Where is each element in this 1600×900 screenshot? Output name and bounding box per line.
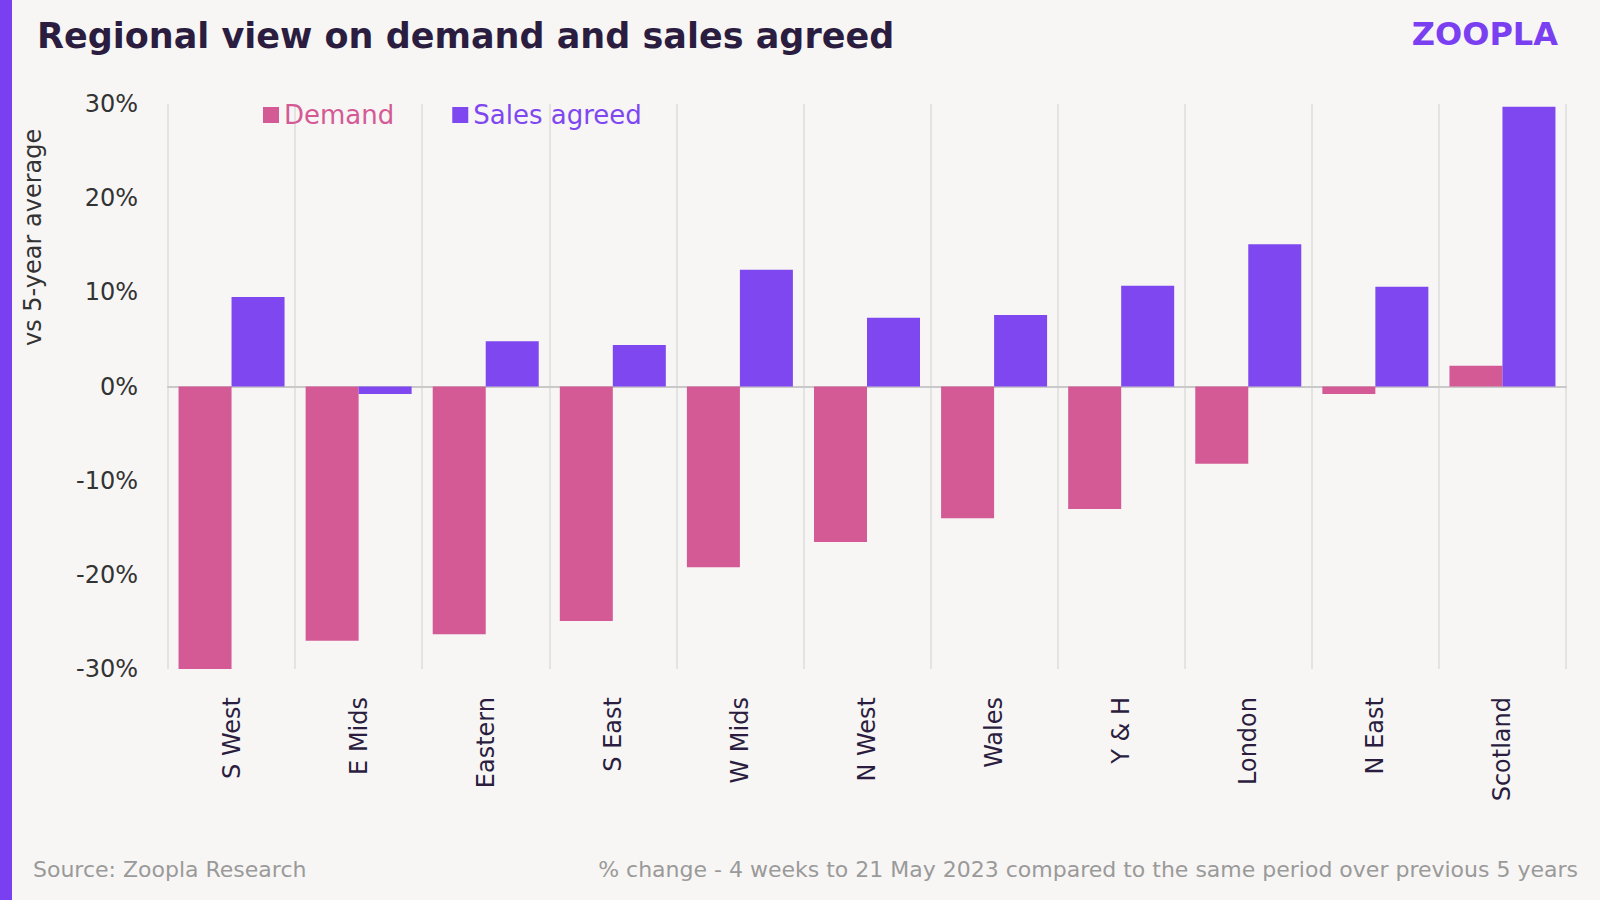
- svg-text:vs 5-year average: vs 5-year average: [19, 129, 47, 346]
- svg-text:-30%: -30%: [76, 655, 138, 683]
- svg-text:S East: S East: [599, 697, 627, 772]
- svg-text:10%: 10%: [85, 278, 138, 306]
- svg-text:W Mids: W Mids: [726, 697, 754, 783]
- svg-text:20%: 20%: [85, 184, 138, 212]
- svg-text:Y & H: Y & H: [1107, 697, 1135, 765]
- svg-text:S West: S West: [218, 697, 246, 779]
- svg-text:-20%: -20%: [76, 561, 138, 589]
- svg-text:N West: N West: [853, 697, 881, 782]
- svg-text:Source: Zoopla Research: Source: Zoopla Research: [33, 857, 306, 882]
- svg-text:Demand: Demand: [284, 100, 394, 130]
- svg-text:% change - 4 weeks to 21 May 2: % change - 4 weeks to 21 May 2023 compar…: [598, 857, 1578, 882]
- svg-text:Regional view on demand and sa: Regional view on demand and sales agreed: [37, 16, 894, 56]
- svg-text:Scotland: Scotland: [1488, 697, 1516, 801]
- svg-text:30%: 30%: [85, 90, 138, 118]
- svg-text:Eastern: Eastern: [472, 697, 500, 788]
- svg-text:0%: 0%: [100, 373, 138, 401]
- svg-text:ZOOPLA: ZOOPLA: [1412, 15, 1558, 53]
- svg-text:Wales: Wales: [980, 697, 1008, 768]
- svg-text:Sales agreed: Sales agreed: [473, 100, 642, 130]
- svg-text:London: London: [1234, 697, 1262, 785]
- svg-text:-10%: -10%: [76, 467, 138, 495]
- svg-text:E Mids: E Mids: [345, 697, 373, 775]
- svg-text:N East: N East: [1361, 697, 1389, 774]
